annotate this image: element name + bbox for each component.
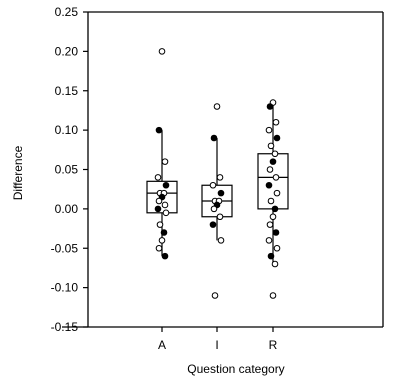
data-point: [266, 166, 274, 173]
x-tick-label: I: [215, 338, 218, 352]
data-point: [271, 150, 279, 158]
data-point: [273, 189, 281, 197]
data-point: [160, 229, 168, 236]
data-point: [209, 181, 217, 189]
data-point: [213, 103, 221, 110]
data-point: [155, 126, 163, 134]
data-point: [269, 292, 277, 299]
data-point: [267, 252, 275, 260]
data-point: [272, 118, 280, 126]
data-point: [209, 221, 217, 228]
data-point: [210, 134, 218, 142]
data-points: [154, 48, 281, 299]
data-point: [154, 205, 162, 213]
y-tick-label: -0.15: [51, 320, 79, 334]
data-point: [158, 48, 166, 55]
data-point: [265, 237, 273, 244]
data-point: [271, 260, 279, 268]
axes: [62, 11, 384, 328]
data-point: [155, 197, 163, 205]
y-tick-label: 0.00: [55, 202, 79, 216]
data-point: [265, 181, 273, 189]
x-tick-label: A: [158, 338, 166, 352]
y-tick-label: -0.05: [51, 241, 79, 255]
data-point: [266, 221, 274, 228]
data-point: [162, 209, 170, 217]
data-point: [272, 174, 280, 181]
data-point: [162, 181, 170, 189]
x-tick-label: R: [269, 338, 278, 352]
data-point: [161, 158, 169, 165]
y-tick-label: 0.20: [55, 44, 79, 58]
data-point: [269, 213, 277, 221]
data-point: [216, 174, 224, 181]
data-point: [156, 221, 164, 228]
y-axis-ticks: -0.15 -0.10 -0.05 0.00 0.05 0.10 0.15 0.20 0.25: [51, 5, 88, 334]
data-point: [266, 103, 274, 110]
data-point: [155, 244, 163, 252]
data-point: [272, 229, 280, 236]
data-point: [211, 292, 219, 299]
data-point: [273, 134, 281, 142]
data-point: [217, 189, 225, 197]
y-tick-label: 0.25: [55, 5, 79, 19]
data-point: [154, 174, 162, 181]
data-point: [161, 252, 169, 260]
y-axis-title: Difference: [11, 145, 25, 200]
data-point: [210, 205, 218, 213]
x-axis-title: Question category: [187, 362, 284, 376]
data-point: [216, 213, 224, 221]
data-point: [271, 205, 279, 213]
data-point: [267, 197, 275, 205]
data-point: [267, 142, 275, 150]
data-point: [269, 158, 277, 165]
y-tick-label: 0.10: [55, 123, 79, 137]
data-point: [158, 237, 166, 244]
y-tick-label: -0.10: [51, 281, 79, 295]
data-point: [161, 201, 169, 209]
data-point: [217, 237, 225, 244]
data-point: [273, 244, 281, 252]
data-point: [265, 126, 273, 134]
y-tick-label: 0.05: [55, 163, 79, 177]
y-tick-label: 0.15: [55, 84, 79, 98]
